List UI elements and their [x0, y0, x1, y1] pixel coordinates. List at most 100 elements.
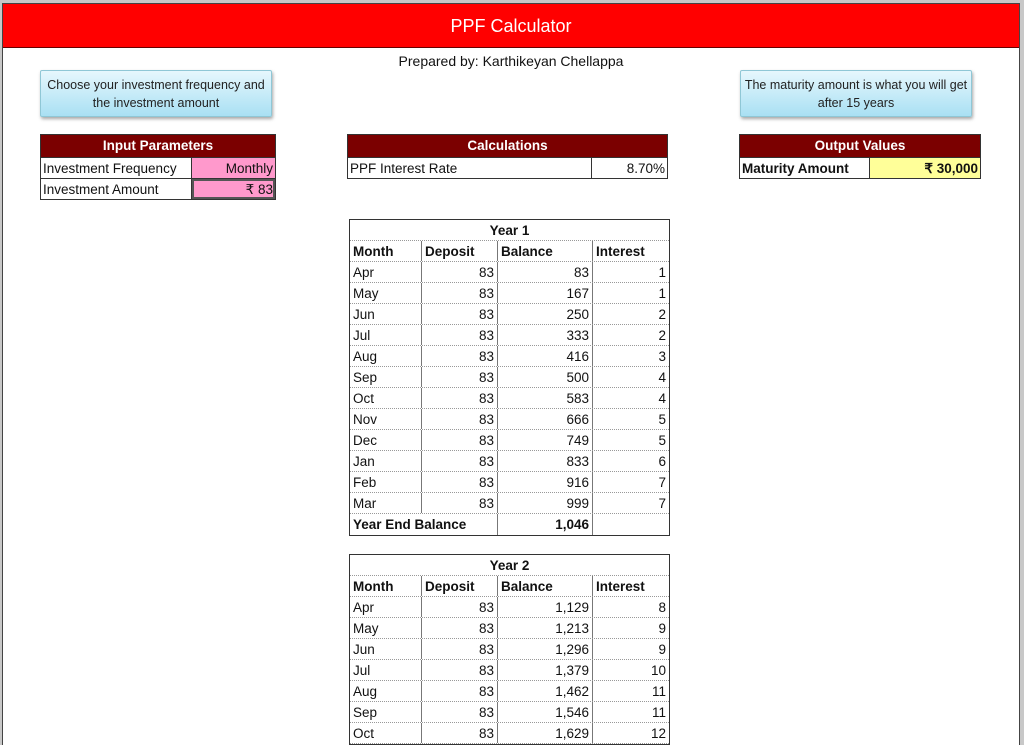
investment-amount-input[interactable]: ₹ 83	[192, 179, 275, 199]
table-cell	[593, 514, 669, 535]
table-row: Feb 83 916 7	[350, 472, 669, 493]
column-header: Deposit	[422, 241, 498, 261]
year-end-value: 1,046	[498, 514, 593, 535]
table-cell: 1,546	[498, 702, 593, 722]
table-cell: 2	[658, 307, 666, 322]
year-end-label: Year End Balance	[350, 514, 498, 535]
table-cell: 833	[498, 451, 593, 471]
table-cell: 1,379	[498, 660, 593, 680]
table-cell: 83	[422, 451, 498, 471]
table-cell: Mar	[350, 493, 422, 513]
maturity-amount-value: ₹ 30,000	[870, 158, 980, 178]
calculations-panel: Calculations PPF Interest Rate 8.70%	[347, 134, 668, 179]
column-header: Balance	[498, 576, 593, 596]
table-row: Oct 83 1,629 12	[350, 723, 669, 744]
year-title: Year 1	[350, 220, 669, 241]
investment-amount-row: Investment Amount ₹ 83	[41, 178, 275, 199]
table-cell: 9	[658, 642, 666, 657]
table-cell: 1	[658, 265, 666, 280]
table-row: Nov 83 666 5	[350, 409, 669, 430]
table-cell: 83	[422, 493, 498, 513]
row-label: Investment Amount	[41, 179, 192, 199]
table-cell: 83	[422, 618, 498, 638]
table-cell: 83	[422, 472, 498, 492]
column-header: Interest	[596, 579, 645, 594]
table-row: Jan 83 833 6	[350, 451, 669, 472]
table-cell: 8	[658, 600, 666, 615]
table-row: Dec 83 749 5	[350, 430, 669, 451]
row-label: PPF Interest Rate	[348, 158, 592, 178]
table-cell: Jan	[350, 451, 422, 471]
table-row: Oct 83 583 4	[350, 388, 669, 409]
table-cell: 1,213	[498, 618, 593, 638]
table-row: Aug 83 416 3	[350, 346, 669, 367]
table-cell: 83	[422, 723, 498, 743]
table-cell: 83	[422, 681, 498, 701]
table-cell: 83	[422, 283, 498, 303]
table-cell: 167	[498, 283, 593, 303]
table-cell: Apr	[350, 597, 422, 617]
row-label: Maturity Amount	[740, 158, 870, 178]
panel-heading: Output Values	[740, 135, 980, 157]
table-cell: 416	[498, 346, 593, 366]
column-header: Deposit	[422, 576, 498, 596]
table-cell: Jul	[350, 660, 422, 680]
table-cell: 1,462	[498, 681, 593, 701]
table-row: Jun 83 250 2	[350, 304, 669, 325]
table-cell: Aug	[350, 346, 422, 366]
table-cell: 3	[658, 349, 666, 364]
table-cell: 83	[422, 367, 498, 387]
table-cell: 1,129	[498, 597, 593, 617]
year-title: Year 2	[350, 555, 669, 576]
table-cell: 999	[498, 493, 593, 513]
year-table: Year 2 Month Deposit Balance Interest Apr 83 1,…	[349, 554, 670, 745]
column-header-row: Month Deposit Balance Interest	[350, 576, 669, 597]
table-cell: May	[350, 618, 422, 638]
table-cell: 83	[422, 597, 498, 617]
table-cell: Feb	[350, 472, 422, 492]
table-cell: 11	[651, 684, 666, 699]
table-cell: 333	[498, 325, 593, 345]
investment-frequency-select[interactable]: Monthly	[192, 158, 275, 178]
prepared-by: Prepared by: Karthikeyan Chellappa	[398, 53, 624, 69]
table-cell: Sep	[350, 367, 422, 387]
interest-rate-row: PPF Interest Rate 8.70%	[348, 157, 667, 178]
table-cell: 10	[650, 663, 666, 678]
column-header: Month	[350, 241, 422, 261]
table-row: Jul 83 333 2	[350, 325, 669, 346]
table-row: Apr 83 1,129 8	[350, 597, 669, 618]
table-cell: 500	[498, 367, 593, 387]
table-cell: 83	[422, 702, 498, 722]
page-title: PPF Calculator	[3, 4, 1019, 48]
table-cell: Jun	[350, 304, 422, 324]
table-cell: 4	[658, 370, 666, 385]
table-cell: 83	[422, 639, 498, 659]
instruction-callout: Choose your investment frequency and the…	[40, 70, 272, 117]
table-cell: Aug	[350, 681, 422, 701]
output-values-panel: Output Values Maturity Amount ₹ 30,000	[739, 134, 981, 179]
table-cell: Apr	[350, 262, 422, 282]
table-cell: 83	[422, 346, 498, 366]
maturity-amount-row: Maturity Amount ₹ 30,000	[740, 157, 980, 178]
table-cell: 5	[658, 412, 666, 427]
table-cell: 83	[422, 388, 498, 408]
table-row: Mar 83 999 7	[350, 493, 669, 514]
table-cell: 83	[422, 325, 498, 345]
row-label: Investment Frequency	[41, 158, 192, 178]
table-cell: 916	[498, 472, 593, 492]
table-row: May 83 167 1	[350, 283, 669, 304]
input-parameters-panel: Input Parameters Investment Frequency Mo…	[40, 134, 276, 200]
table-row: May 83 1,213 9	[350, 618, 669, 639]
column-header: Interest	[596, 244, 645, 259]
table-row: Aug 83 1,462 11	[350, 681, 669, 702]
table-cell: Oct	[350, 723, 422, 743]
table-cell: 250	[498, 304, 593, 324]
table-cell: May	[350, 283, 422, 303]
spreadsheet: PPF Calculator Prepared by: Karthikeyan …	[2, 3, 1020, 745]
table-cell: 83	[422, 430, 498, 450]
panel-heading: Calculations	[348, 135, 667, 157]
year-table: Year 1 Month Deposit Balance Interest Apr 83 83…	[349, 219, 670, 536]
table-cell: 1,629	[498, 723, 593, 743]
maturity-callout: The maturity amount is what you will get…	[740, 70, 972, 117]
table-cell: 9	[658, 621, 666, 636]
